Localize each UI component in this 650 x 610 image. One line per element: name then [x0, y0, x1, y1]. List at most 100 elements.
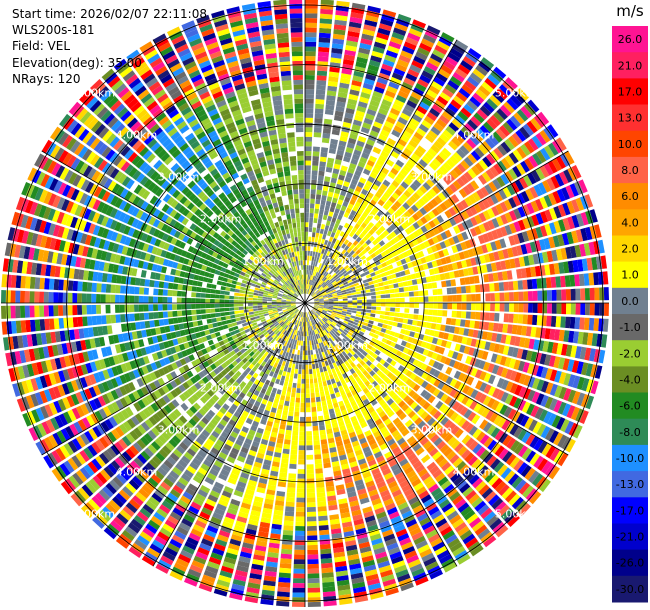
range-gate: [305, 70, 315, 76]
range-gate: [318, 213, 323, 220]
range-gate: [354, 66, 366, 73]
range-gate: [462, 141, 473, 153]
range-gate: [310, 203, 315, 209]
range-gate: [322, 366, 327, 372]
range-gate: [318, 362, 323, 368]
range-gate: [285, 361, 289, 368]
range-gate: [362, 235, 369, 242]
range-gate: [306, 279, 308, 285]
range-gate: [295, 364, 299, 370]
range-gate: [436, 168, 445, 178]
range-gate: [523, 291, 529, 301]
range-gate: [283, 381, 289, 387]
range-gate: [333, 24, 347, 31]
range-gate: [393, 283, 399, 288]
range-gate: [323, 229, 328, 235]
range-gate: [431, 103, 443, 114]
range-gate: [466, 303, 472, 311]
range-gate: [483, 101, 495, 114]
range-gate: [318, 382, 323, 388]
range-gate: [415, 210, 424, 219]
range-gate: [285, 396, 291, 402]
range-gate: [227, 323, 233, 328]
range-gate: [378, 133, 388, 142]
range-gate: [277, 481, 287, 488]
range-gate: [324, 239, 329, 246]
range-gate: [456, 177, 466, 187]
range-gate: [425, 178, 435, 188]
range-gate: [371, 183, 379, 191]
range-gate: [555, 316, 562, 328]
range-gate: [404, 126, 415, 135]
range-gate: [307, 601, 321, 607]
range-gate: [406, 173, 416, 182]
range-gate: [550, 315, 557, 327]
range-gate: [445, 280, 452, 287]
range-gate: [427, 148, 438, 158]
range-gate: [307, 511, 317, 517]
range-gate: [330, 242, 335, 248]
range-gate: [363, 168, 371, 176]
range-gate: [296, 507, 305, 512]
range-gate: [320, 199, 326, 206]
range-gate: [351, 80, 362, 87]
range-gate: [357, 297, 362, 300]
range-gate: [312, 232, 316, 238]
range-gate: [393, 163, 402, 172]
range-gate: [327, 274, 332, 280]
range-gate: [580, 303, 586, 315]
range-gate: [305, 193, 310, 199]
range-gate: [292, 583, 305, 588]
range-gate: [375, 36, 388, 45]
range-gate: [296, 388, 301, 394]
range-gate: [360, 126, 370, 134]
range-gate: [382, 146, 392, 155]
range-gate: [447, 79, 460, 91]
range-gate: [424, 151, 434, 161]
range-gate: [321, 238, 325, 245]
range-gate: [433, 303, 438, 309]
range-gate: [385, 241, 393, 248]
range-gate: [428, 303, 434, 309]
range-gate: [424, 115, 435, 125]
range-gate: [345, 107, 355, 115]
range-gate: [536, 278, 542, 289]
range-gate: [297, 469, 305, 474]
range-gate: [341, 249, 347, 255]
range-gate: [305, 189, 310, 194]
range-gate: [364, 285, 370, 290]
range-gate: [436, 95, 449, 106]
range-gate: [389, 288, 395, 294]
range-gate: [342, 296, 348, 299]
range-gate: [359, 96, 370, 104]
range-gate: [382, 179, 391, 187]
range-gate: [344, 112, 354, 119]
range-gate: [305, 284, 307, 289]
range-gate: [490, 293, 495, 302]
range-gate: [475, 284, 481, 293]
range-gate: [307, 525, 317, 531]
range-gate: [447, 295, 453, 302]
range-gate: [352, 174, 360, 181]
range-gate: [307, 530, 318, 536]
range-gate: [392, 212, 400, 220]
range-gate: [585, 303, 590, 316]
range-gate: [317, 65, 328, 72]
range-gate: [351, 292, 357, 296]
range-gate: [384, 315, 390, 320]
range-gate: [293, 573, 305, 579]
range-gate: [416, 105, 428, 115]
range-gate: [432, 289, 438, 296]
range-gate: [361, 152, 370, 160]
range-gate: [298, 459, 305, 465]
range-gate: [313, 378, 318, 384]
range-gate: [340, 260, 345, 266]
range-gate: [485, 293, 491, 302]
range-gate: [366, 138, 375, 147]
range-gate: [380, 310, 386, 315]
range-gate: [328, 263, 333, 269]
range-gate: [375, 306, 381, 311]
range-gate: [334, 115, 343, 122]
range-gate: [286, 496, 295, 503]
range-gate: [311, 354, 314, 360]
